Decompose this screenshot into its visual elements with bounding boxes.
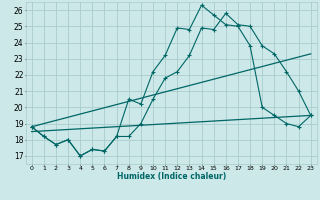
X-axis label: Humidex (Indice chaleur): Humidex (Indice chaleur) [116, 172, 226, 181]
